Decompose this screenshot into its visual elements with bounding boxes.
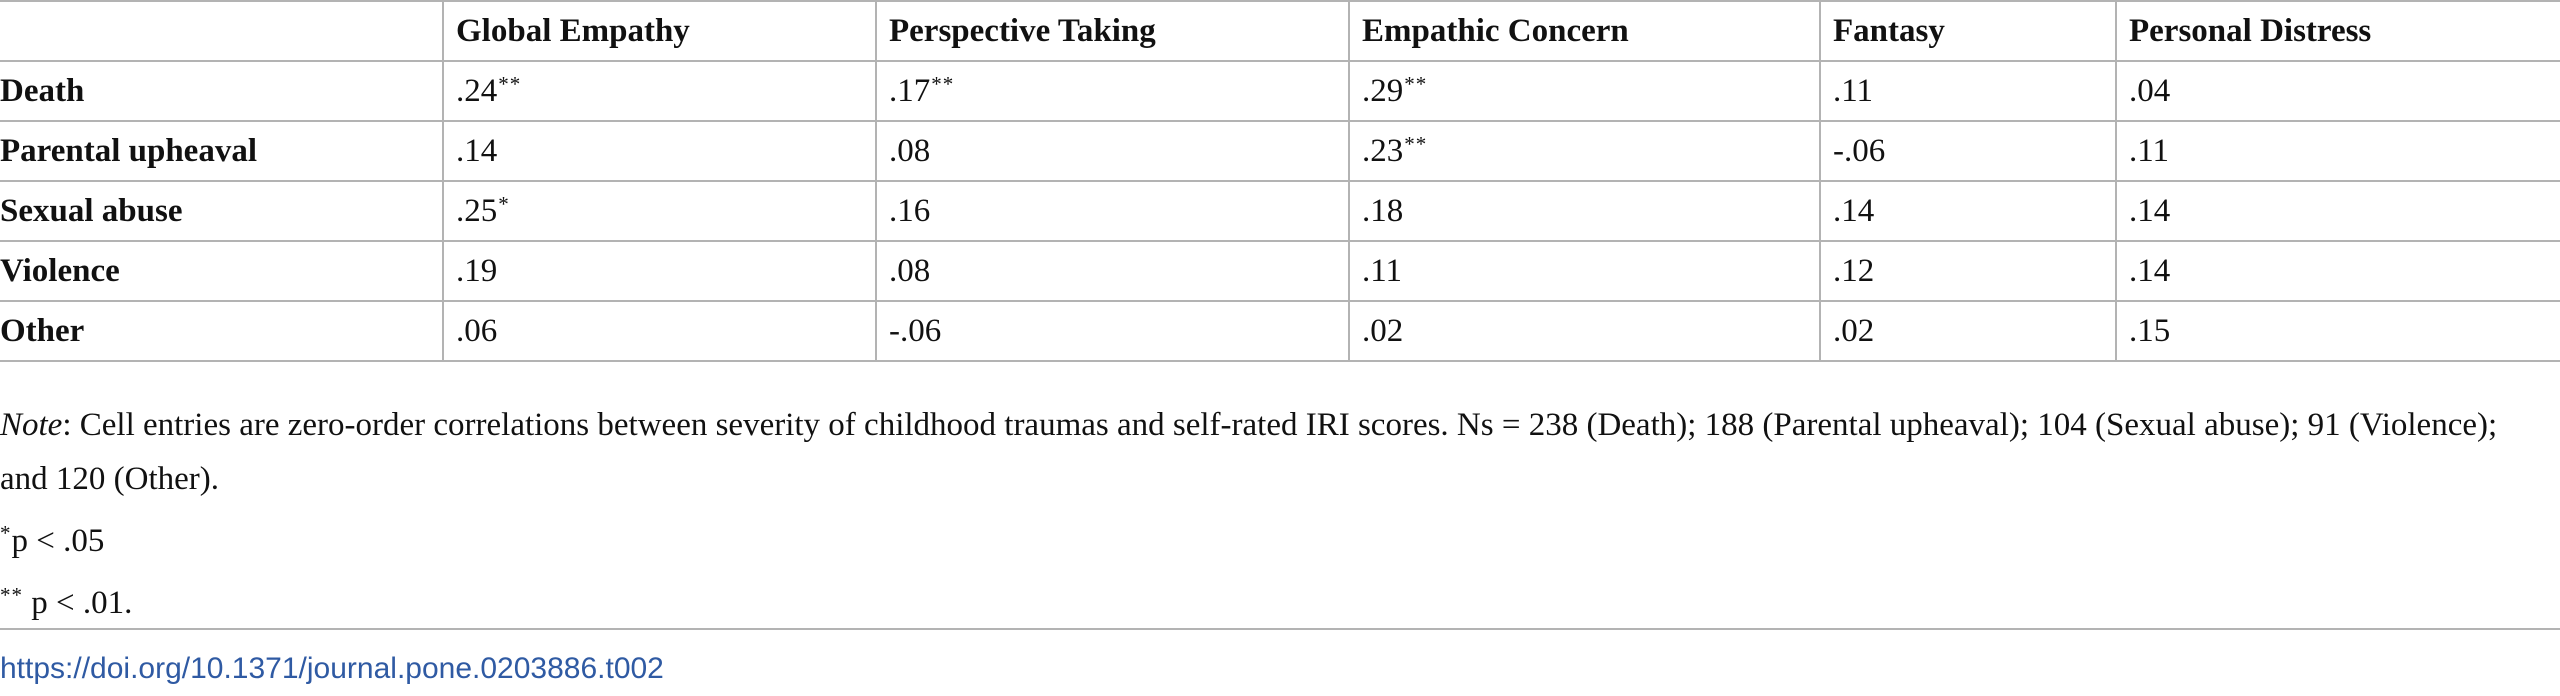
table-cell: .08 bbox=[876, 120, 1350, 182]
table-cell: .14 bbox=[2116, 180, 2560, 242]
table-cell: .29** bbox=[1349, 60, 1821, 122]
cell-value: .14 bbox=[1833, 192, 1875, 229]
note-paragraph: Note: Cell entries are zero-order correl… bbox=[0, 398, 2545, 506]
footnote-p05: *p < .05 bbox=[0, 506, 2545, 568]
table-cell: .06 bbox=[443, 300, 877, 362]
table-cell: .11 bbox=[1349, 240, 1821, 302]
cell-value: .08 bbox=[889, 252, 931, 289]
cell-value: .19 bbox=[456, 252, 498, 289]
table-cell: .23** bbox=[1349, 120, 1821, 182]
cell-value: .24 bbox=[456, 73, 498, 109]
cell-value: .14 bbox=[2129, 252, 2171, 289]
table-cell: .02 bbox=[1820, 300, 2117, 362]
table-row: Sexual abuse .25* .16.18.14.14 bbox=[0, 180, 2560, 242]
cell-value: .14 bbox=[2129, 192, 2171, 229]
header-cell-empty bbox=[0, 0, 444, 62]
significance-marker: ** bbox=[498, 72, 522, 96]
significance-marker: ** bbox=[1404, 132, 1428, 156]
cell-value: .11 bbox=[1833, 72, 1874, 109]
table-cell: -.06 bbox=[1820, 120, 2117, 182]
cell-value: .17 bbox=[889, 73, 931, 109]
table-cell: .12 bbox=[1820, 240, 2117, 302]
cell-value: -.06 bbox=[889, 312, 942, 349]
row-label: Parental upheaval bbox=[0, 120, 444, 182]
header-fantasy: Fantasy bbox=[1820, 0, 2117, 62]
cell-value: .04 bbox=[2129, 72, 2171, 109]
table-cell: .16 bbox=[876, 180, 1350, 242]
cell-value: .11 bbox=[2129, 132, 2170, 169]
table-cell: .15 bbox=[2116, 300, 2560, 362]
table-body: Death .24** .17** .29** .11.04 Parental uphea… bbox=[0, 60, 2560, 362]
cell-value: .11 bbox=[1362, 252, 1403, 289]
row-label: Other bbox=[0, 300, 444, 362]
row-label: Violence bbox=[0, 240, 444, 302]
table-notes: Note: Cell entries are zero-order correl… bbox=[0, 398, 2545, 630]
table-cell: .25* bbox=[443, 180, 877, 242]
table-cell: .02 bbox=[1349, 300, 1821, 362]
cell-value: .02 bbox=[1833, 312, 1875, 349]
table-row: Other .06 -.06 .02 .02 .15 bbox=[0, 300, 2560, 362]
cell-value: .15 bbox=[2129, 312, 2171, 349]
cell-value: .16 bbox=[889, 192, 931, 229]
cell-value: .02 bbox=[1362, 312, 1404, 349]
table-cell: .14 bbox=[443, 120, 877, 182]
cell-value: .12 bbox=[1833, 252, 1875, 289]
cell-value: .08 bbox=[889, 132, 931, 169]
doi-link[interactable]: https://doi.org/10.1371/journal.pone.020… bbox=[0, 652, 664, 685]
table-cell: .14 bbox=[2116, 240, 2560, 302]
header-personal-distress: Personal Distress bbox=[2116, 0, 2560, 62]
correlation-table: Global Empathy Perspective Taking Empath… bbox=[0, 0, 2560, 362]
note-text: : Cell entries are zero-order correlatio… bbox=[0, 407, 2498, 497]
cell-value: .14 bbox=[456, 132, 498, 169]
table-row: Death .24** .17** .29** .11.04 bbox=[0, 60, 2560, 122]
footnote-mark-single: * bbox=[0, 521, 12, 545]
footnote-p05-text: p < .05 bbox=[11, 523, 105, 559]
footnote-p01: ** p < .01. bbox=[0, 568, 2545, 630]
row-label: Sexual abuse bbox=[0, 180, 444, 242]
significance-marker: ** bbox=[1404, 72, 1428, 96]
table-cell: .18 bbox=[1349, 180, 1821, 242]
cell-value: .29 bbox=[1362, 73, 1404, 109]
footnote-p01-text: p < .01. bbox=[23, 585, 133, 621]
cell-value: -.06 bbox=[1833, 132, 1886, 169]
table-cell: .14 bbox=[1820, 180, 2117, 242]
header-perspective-taking: Perspective Taking bbox=[876, 0, 1350, 62]
table-row: Violence .19 .08 .11 .12 .14 bbox=[0, 240, 2560, 302]
footnote-mark-double: ** bbox=[0, 583, 23, 607]
table-cell: .19 bbox=[443, 240, 877, 302]
header-global-empathy: Global Empathy bbox=[443, 0, 877, 62]
table-cell: -.06 bbox=[876, 300, 1350, 362]
table-cell: .17** bbox=[876, 60, 1350, 122]
table-cell: .24** bbox=[443, 60, 877, 122]
header-row: Global Empathy Perspective Taking Empath… bbox=[0, 0, 2560, 62]
header-empathic-concern: Empathic Concern bbox=[1349, 0, 1821, 62]
table-cell: .04 bbox=[2116, 60, 2560, 122]
significance-marker: * bbox=[498, 192, 510, 216]
cell-value: .23 bbox=[1362, 133, 1404, 169]
significance-marker: ** bbox=[931, 72, 955, 96]
cell-value: .06 bbox=[456, 312, 498, 349]
table-cell: .11 bbox=[1820, 60, 2117, 122]
cell-value: .18 bbox=[1362, 192, 1404, 229]
cell-value: .25 bbox=[456, 193, 498, 229]
bottom-divider bbox=[0, 628, 2560, 630]
table-row: Parental upheaval .14 .08 .23** -.06 .11 bbox=[0, 120, 2560, 182]
table-cell: .11 bbox=[2116, 120, 2560, 182]
note-label: Note bbox=[0, 407, 63, 443]
row-label: Death bbox=[0, 60, 444, 122]
table-cell: .08 bbox=[876, 240, 1350, 302]
